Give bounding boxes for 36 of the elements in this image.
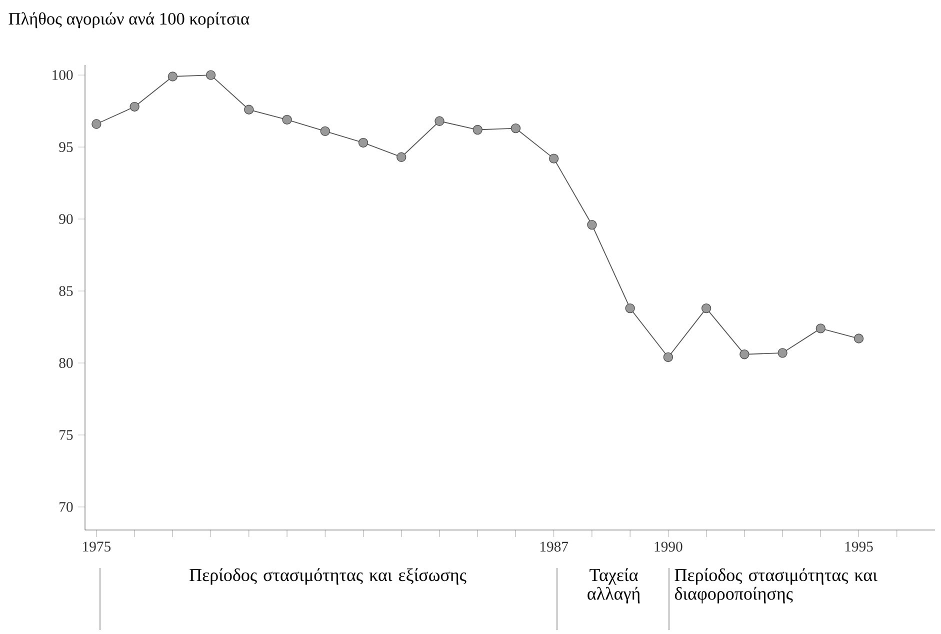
chart-title: Πλήθος αγοριών ανά 100 κορίτσια [8,12,250,28]
point [701,303,712,314]
point [854,334,864,344]
x-tick-label: 1975 [83,542,111,552]
y-tick-label: 70 [60,502,73,512]
point [625,303,635,314]
y-tick-label: 75 [60,430,73,440]
point [168,72,178,82]
point [549,154,559,164]
y-tick-label: 90 [59,214,73,224]
x-tick-label: 1990 [654,542,682,552]
point [740,350,750,360]
point [778,348,788,358]
point [282,114,292,125]
point [663,352,674,362]
point [206,70,216,80]
point [244,104,254,114]
point [434,116,444,126]
text: Περίοδος στασιμότητας και εξίσωσης [190,568,466,585]
y-tick-label: 85 [59,286,73,296]
point [320,126,330,136]
point [816,324,826,334]
text: Περίοδος στασιμότητας και διαφοροποίησης [674,568,878,604]
point [358,138,368,148]
point [396,152,406,162]
text: Ταχεία αλλαγή [588,568,640,604]
point [130,102,140,112]
x-tick-label: 1987 [540,542,568,552]
y-tick-label: 100 [52,70,73,80]
point [472,124,482,135]
point [510,123,521,134]
x-tick-label: 1995 [845,542,873,552]
point [92,119,102,129]
y-tick-label: 95 [59,142,73,152]
point [587,220,597,230]
y-tick-label: 80 [59,358,73,368]
